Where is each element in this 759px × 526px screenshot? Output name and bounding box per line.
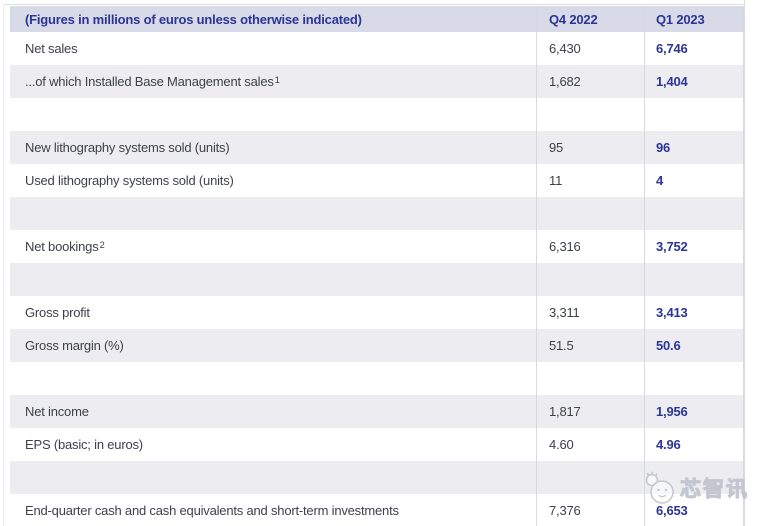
header-col-q4-2022: Q4 2022 <box>536 6 644 32</box>
financial-results-table: (Figures in millions of euros unless oth… <box>10 6 744 526</box>
value-q1-2023: 4 <box>644 164 744 197</box>
value-q1-2023 <box>644 263 744 296</box>
value-q1-2023: 96 <box>644 131 744 164</box>
table-row-spacer <box>10 98 744 131</box>
row-label: Gross profit <box>25 305 90 320</box>
value-q1-2023 <box>644 362 744 395</box>
value-q1-2023: 1,956 <box>644 395 744 428</box>
value-q4-2022: 3,311 <box>536 296 644 329</box>
header-col-q1-2023: Q1 2023 <box>644 6 744 32</box>
table-row-spacer <box>10 461 744 494</box>
table-header-row: (Figures in millions of euros unless oth… <box>10 6 744 32</box>
row-label <box>10 263 536 296</box>
header-caption: (Figures in millions of euros unless oth… <box>25 11 362 27</box>
table-row-end-quarter-cash: End-quarter cash and cash equivalents an… <box>10 494 744 526</box>
table-row-spacer <box>10 362 744 395</box>
table-row-net-bookings: Net bookings 2 6,316 3,752 <box>10 230 744 263</box>
value-q4-2022 <box>536 362 644 395</box>
value-q4-2022: 6,316 <box>536 230 644 263</box>
row-label <box>10 197 536 230</box>
value-q4-2022: 1,817 <box>536 395 644 428</box>
value-q4-2022: 4.60 <box>536 428 644 461</box>
value-q1-2023 <box>644 461 744 494</box>
value-q1-2023 <box>644 197 744 230</box>
value-q1-2023: 50.6 <box>644 329 744 362</box>
value-q4-2022: 7,376 <box>536 494 644 526</box>
value-q1-2023: 3,752 <box>644 230 744 263</box>
row-label: Net sales <box>25 41 78 56</box>
row-label <box>10 362 536 395</box>
value-q4-2022: 51.5 <box>536 329 644 362</box>
value-q1-2023: 6,746 <box>644 32 744 65</box>
row-label: End-quarter cash and cash equivalents an… <box>25 503 399 518</box>
value-q1-2023: 1,404 <box>644 65 744 98</box>
row-label: EPS (basic; in euros) <box>25 437 143 452</box>
value-q4-2022: 11 <box>536 164 644 197</box>
row-label: Gross margin (%) <box>25 338 124 353</box>
row-label: Used lithography systems sold (units) <box>25 173 234 188</box>
row-label <box>10 98 536 131</box>
row-label: ...of which Installed Base Management sa… <box>25 74 280 89</box>
top-border-line <box>3 4 745 5</box>
table-row-gross-profit: Gross profit 3,311 3,413 <box>10 296 744 329</box>
table-row-eps: EPS (basic; in euros) 4.60 4.96 <box>10 428 744 461</box>
table-row-spacer <box>10 197 744 230</box>
table-row-used-litho-systems: Used lithography systems sold (units) 11… <box>10 164 744 197</box>
table-row-net-income: Net income 1,817 1,956 <box>10 395 744 428</box>
value-q4-2022: 1,682 <box>536 65 644 98</box>
footnote-ref: 1 <box>274 75 280 86</box>
value-q4-2022 <box>536 197 644 230</box>
table-row-spacer <box>10 263 744 296</box>
value-q1-2023: 4.96 <box>644 428 744 461</box>
table-row-installed-base-sales: ...of which Installed Base Management sa… <box>10 65 744 98</box>
footnote-ref: 2 <box>99 240 105 251</box>
value-q1-2023 <box>644 98 744 131</box>
value-q4-2022 <box>536 263 644 296</box>
table-row-net-sales: Net sales 6,430 6,746 <box>10 32 744 65</box>
row-label <box>10 461 536 494</box>
table-row-gross-margin: Gross margin (%) 51.5 50.6 <box>10 329 744 362</box>
left-border-line <box>3 4 4 526</box>
row-label: New lithography systems sold (units) <box>25 140 230 155</box>
value-q1-2023: 3,413 <box>644 296 744 329</box>
value-q4-2022 <box>536 461 644 494</box>
table-row-new-litho-systems: New lithography systems sold (units) 95 … <box>10 131 744 164</box>
value-q4-2022: 6,430 <box>536 32 644 65</box>
value-q4-2022 <box>536 98 644 131</box>
row-label: Net bookings 2 <box>25 239 105 254</box>
row-label: Net income <box>25 404 89 419</box>
right-border-line <box>744 0 745 526</box>
value-q1-2023: 6,653 <box>644 494 744 526</box>
value-q4-2022: 95 <box>536 131 644 164</box>
